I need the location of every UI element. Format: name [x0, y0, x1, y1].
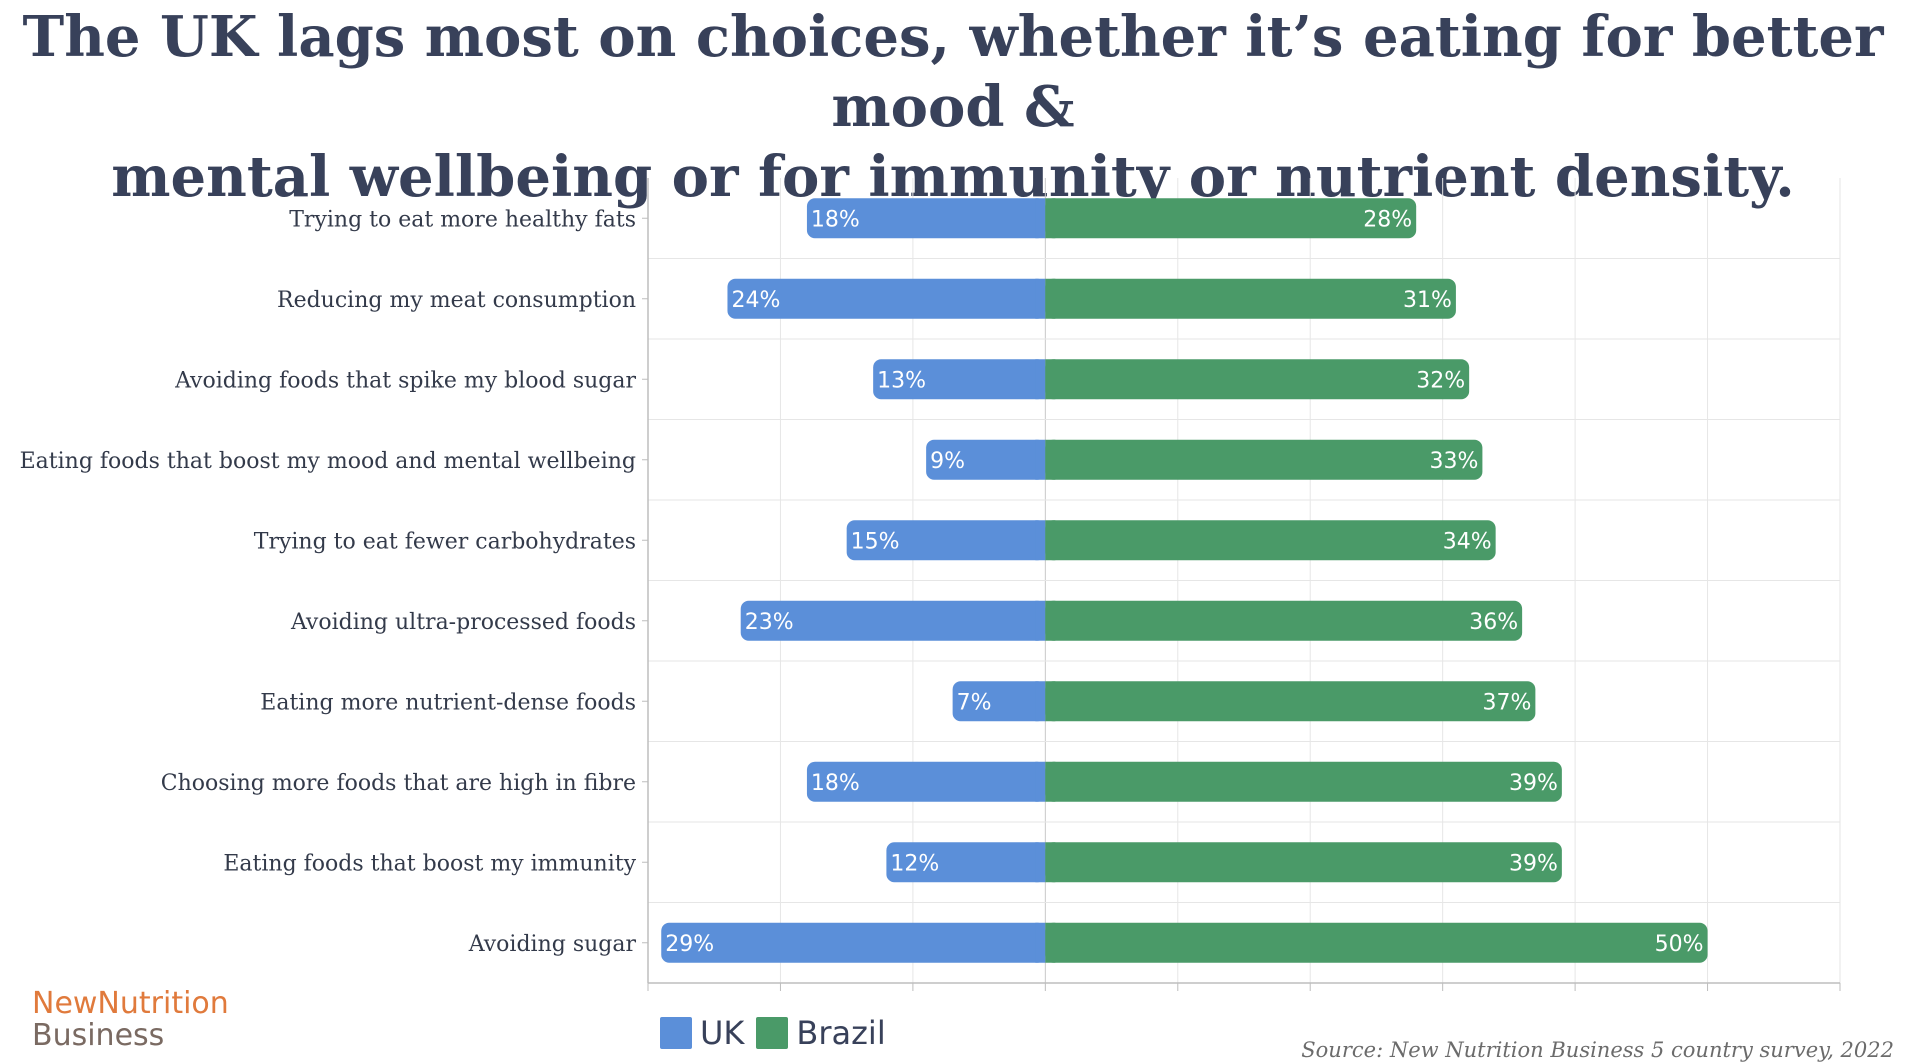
bar-uk	[952, 681, 1046, 722]
category-label: Trying to eat fewer carbohydrates	[254, 529, 636, 554]
bar-uk-square-end	[1035, 439, 1046, 480]
bar-uk	[806, 198, 1046, 239]
category-label: Avoiding ultra-processed foods	[290, 610, 636, 635]
bar-brazil	[1045, 842, 1562, 883]
legend-swatch-brazil	[756, 1017, 789, 1049]
bar-brazil-square-end	[1045, 198, 1056, 239]
bars: 18% 28% 24% 31% 13% 32% 9% 33% 15% 34% 23% 36% 7% 37%…	[661, 198, 1708, 963]
legend-label-brazil: Brazil	[796, 1014, 886, 1052]
bar-uk-square-end	[1035, 198, 1046, 239]
title-line-1: The UK lags most on choices, whether it’…	[22, 4, 1884, 140]
bar-brazil	[1045, 681, 1536, 722]
bar-uk-square-end	[1035, 520, 1046, 561]
bar-uk-square-end	[1035, 359, 1046, 400]
legend-item-uk: UK	[660, 1014, 744, 1052]
chart-title: The UK lags most on choices, whether it’…	[0, 2, 1906, 212]
category-label: Eating more nutrient-dense foods	[260, 690, 636, 715]
bar-label-uk: 23%	[745, 610, 794, 635]
bar-label-brazil: 36%	[1469, 610, 1518, 635]
bar-brazil	[1045, 520, 1496, 561]
bar-label-brazil: 33%	[1429, 449, 1478, 474]
legend-swatch-uk	[660, 1017, 692, 1049]
bar-label-uk: 29%	[665, 932, 714, 957]
bar-brazil	[1045, 600, 1523, 641]
legend-item-brazil: Brazil	[756, 1014, 886, 1052]
category-label: Avoiding foods that spike my blood sugar	[174, 368, 636, 393]
bar-brazil-square-end	[1045, 761, 1056, 802]
bar-label-uk: 24%	[731, 288, 780, 313]
bar-brazil-square-end	[1045, 922, 1056, 963]
bar-label-uk: 15%	[851, 529, 900, 554]
bar-brazil	[1045, 439, 1483, 480]
bar-uk	[873, 359, 1046, 400]
category-label: Trying to eat more healthy fats	[289, 207, 636, 232]
category-label: Reducing my meat consumption	[277, 288, 636, 313]
bar-label-brazil: 39%	[1509, 851, 1558, 876]
category-labels: Trying to eat more healthy fats Reducing …	[20, 207, 648, 957]
bar-label-brazil: 28%	[1363, 207, 1412, 232]
logo-line-1: NewNutrition	[32, 986, 229, 1021]
bar-label-brazil: 31%	[1403, 288, 1452, 313]
category-label: Choosing more foods that are high in fib…	[161, 771, 636, 796]
logo-line-2: Business	[32, 1018, 165, 1053]
category-label: Eating foods that boost my mood and ment…	[20, 449, 636, 474]
bar-uk	[806, 761, 1046, 802]
category-label: Avoiding sugar	[468, 932, 637, 957]
bar-brazil-square-end	[1045, 681, 1056, 722]
bar-brazil	[1045, 359, 1470, 400]
bar-brazil	[1045, 922, 1708, 963]
bar-brazil-square-end	[1045, 278, 1056, 319]
bar-label-brazil: 37%	[1482, 690, 1531, 715]
bar-uk-square-end	[1035, 681, 1046, 722]
bar-label-brazil: 32%	[1416, 368, 1465, 393]
bar-brazil	[1045, 761, 1562, 802]
category-label: Eating foods that boost my immunity	[223, 851, 636, 876]
bar-brazil-square-end	[1045, 359, 1056, 400]
bar-uk-square-end	[1035, 842, 1046, 883]
bar-label-brazil: 39%	[1509, 771, 1558, 796]
source-note: Source: New Nutrition Business 5 country…	[1301, 1038, 1894, 1062]
bar-label-brazil: 50%	[1655, 932, 1704, 957]
bar-brazil	[1045, 278, 1456, 319]
bar-label-uk: 18%	[811, 207, 860, 232]
brand-logo: NewNutrition Business	[32, 988, 229, 1052]
legend: UK Brazil	[660, 1014, 898, 1052]
bar-brazil	[1045, 198, 1417, 239]
bar-uk-square-end	[1035, 761, 1046, 802]
bar-brazil-square-end	[1045, 520, 1056, 561]
bar-uk	[846, 520, 1046, 561]
bar-uk	[727, 278, 1046, 319]
bar-label-uk: 12%	[890, 851, 939, 876]
bar-brazil-square-end	[1045, 439, 1056, 480]
bar-uk	[740, 600, 1046, 641]
bar-uk-square-end	[1035, 922, 1046, 963]
bar-label-uk: 13%	[877, 368, 926, 393]
bar-uk-square-end	[1035, 600, 1046, 641]
bar-uk	[926, 439, 1046, 480]
bar-label-brazil: 34%	[1443, 529, 1492, 554]
bar-label-uk: 7%	[957, 690, 992, 715]
bar-uk-square-end	[1035, 278, 1046, 319]
bar-uk	[661, 922, 1046, 963]
bar-label-uk: 18%	[811, 771, 860, 796]
bar-brazil-square-end	[1045, 600, 1056, 641]
bar-brazil-square-end	[1045, 842, 1056, 883]
bar-uk	[886, 842, 1046, 883]
legend-label-uk: UK	[700, 1014, 745, 1052]
bar-label-uk: 9%	[930, 449, 965, 474]
